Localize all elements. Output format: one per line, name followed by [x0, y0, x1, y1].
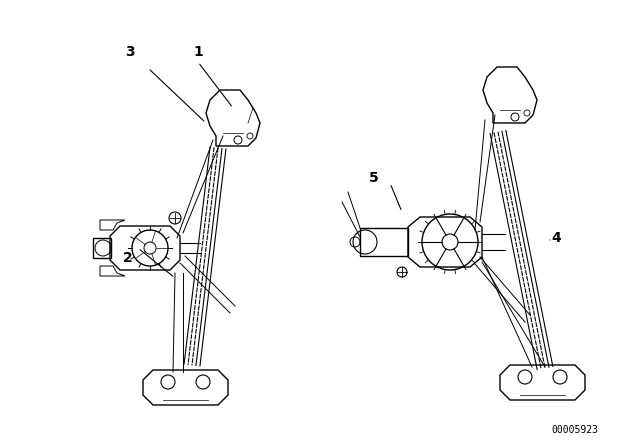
Text: 00005923: 00005923	[552, 425, 598, 435]
Text: 3: 3	[125, 45, 135, 59]
Text: 4: 4	[551, 231, 561, 245]
Text: 1: 1	[193, 45, 203, 59]
Bar	[93, 238, 111, 258]
Text: 5: 5	[369, 171, 379, 185]
Bar	[360, 228, 408, 256]
Text: 2: 2	[123, 251, 133, 265]
